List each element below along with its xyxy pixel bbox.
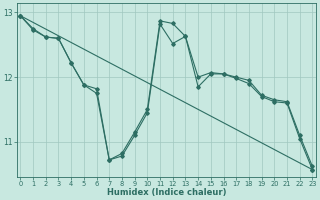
X-axis label: Humidex (Indice chaleur): Humidex (Indice chaleur) [107, 188, 226, 197]
